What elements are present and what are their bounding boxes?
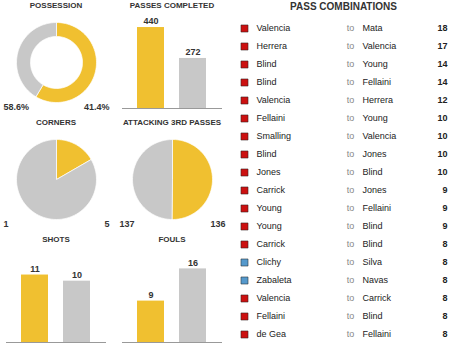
- svg-text:to: to: [347, 275, 355, 285]
- svg-text:Valencia: Valencia: [257, 293, 291, 303]
- svg-text:to: to: [347, 113, 355, 123]
- svg-text:to: to: [347, 23, 355, 33]
- svg-text:272: 272: [185, 47, 200, 57]
- svg-text:8: 8: [442, 311, 447, 321]
- svg-text:Young: Young: [363, 113, 388, 123]
- svg-text:to: to: [347, 59, 355, 69]
- svg-text:137: 137: [120, 219, 135, 229]
- svg-text:to: to: [347, 311, 355, 321]
- svg-text:Smalling: Smalling: [257, 131, 292, 141]
- svg-text:Blind: Blind: [363, 239, 383, 249]
- svg-text:Blind: Blind: [257, 77, 277, 87]
- svg-text:to: to: [347, 293, 355, 303]
- svg-text:58.6%: 58.6%: [4, 102, 30, 112]
- svg-text:Blind: Blind: [257, 59, 277, 69]
- html-text:ATTACKING 3RD PASSES: ATTACKING 3RD PASSES: [122, 118, 222, 127]
- svg-text:8: 8: [442, 239, 447, 249]
- svg-text:Navas: Navas: [363, 275, 389, 285]
- svg-text:to: to: [347, 239, 355, 249]
- svg-text:Jones: Jones: [363, 149, 388, 159]
- svg-text:9: 9: [442, 185, 447, 195]
- svg-text:8: 8: [442, 257, 447, 267]
- svg-text:41.4%: 41.4%: [84, 102, 110, 112]
- svg-text:Fellaini: Fellaini: [363, 203, 392, 213]
- svg-text:to: to: [347, 203, 355, 213]
- svg-text:Fellaini: Fellaini: [257, 311, 286, 321]
- svg-text:9: 9: [148, 290, 153, 300]
- html-text:PASSES COMPLETED: PASSES COMPLETED: [129, 1, 215, 10]
- svg-text:to: to: [347, 41, 355, 51]
- svg-text:Young: Young: [257, 203, 282, 213]
- svg-text:8: 8: [442, 293, 447, 303]
- svg-text:Carrick: Carrick: [257, 239, 286, 249]
- svg-text:to: to: [347, 95, 355, 105]
- html-text:CORNERS: CORNERS: [36, 118, 76, 127]
- svg-text:Valencia: Valencia: [257, 23, 291, 33]
- svg-text:136: 136: [210, 219, 225, 229]
- svg-text:Jones: Jones: [257, 167, 282, 177]
- svg-text:Herrera: Herrera: [257, 41, 288, 51]
- svg-text:9: 9: [442, 221, 447, 231]
- svg-text:Jones: Jones: [363, 185, 388, 195]
- svg-text:to: to: [347, 167, 355, 177]
- svg-text:Zabaleta: Zabaleta: [257, 275, 292, 285]
- svg-text:8: 8: [442, 329, 447, 339]
- svg-text:to: to: [347, 77, 355, 87]
- html-text:SHOTS: SHOTS: [42, 235, 70, 244]
- svg-text:Valencia: Valencia: [257, 95, 291, 105]
- svg-text:18: 18: [437, 23, 447, 33]
- svg-text:Blind: Blind: [363, 167, 383, 177]
- svg-text:Herrera: Herrera: [363, 95, 394, 105]
- svg-text:Young: Young: [363, 59, 388, 69]
- svg-text:9: 9: [442, 203, 447, 213]
- svg-text:de Gea: de Gea: [257, 329, 287, 339]
- svg-text:14: 14: [437, 77, 447, 87]
- svg-text:10: 10: [437, 149, 447, 159]
- svg-text:to: to: [347, 149, 355, 159]
- svg-text:to: to: [347, 185, 355, 195]
- svg-text:Blind: Blind: [257, 149, 277, 159]
- svg-text:Carrick: Carrick: [363, 293, 392, 303]
- svg-text:10: 10: [72, 270, 82, 280]
- svg-text:10: 10: [437, 167, 447, 177]
- svg-text:1: 1: [4, 219, 9, 229]
- svg-text:Fellaini: Fellaini: [363, 77, 392, 87]
- svg-text:Blind: Blind: [363, 311, 383, 321]
- svg-text:to: to: [347, 221, 355, 231]
- svg-text:to: to: [347, 329, 355, 339]
- svg-text:Valencia: Valencia: [363, 41, 397, 51]
- svg-text:16: 16: [188, 258, 198, 268]
- svg-text:10: 10: [437, 113, 447, 123]
- svg-text:Mata: Mata: [363, 23, 383, 33]
- svg-text:10: 10: [437, 131, 447, 141]
- svg-text:to: to: [347, 257, 355, 267]
- svg-text:Fellaini: Fellaini: [363, 329, 392, 339]
- html-text:FOULS: FOULS: [158, 235, 186, 244]
- svg-text:Valencia: Valencia: [363, 131, 397, 141]
- svg-text:12: 12: [437, 95, 447, 105]
- svg-text:Young: Young: [257, 221, 282, 231]
- svg-text:Clichy: Clichy: [257, 257, 282, 267]
- svg-text:14: 14: [437, 59, 447, 69]
- svg-text:Fellaini: Fellaini: [257, 113, 286, 123]
- svg-text:to: to: [347, 131, 355, 141]
- svg-text:11: 11: [30, 264, 40, 274]
- html-text:PASS COMBINATIONS: PASS COMBINATIONS: [290, 1, 397, 12]
- svg-text:17: 17: [437, 41, 447, 51]
- html-text:POSSESSION: POSSESSION: [29, 1, 83, 10]
- svg-text:Carrick: Carrick: [257, 185, 286, 195]
- svg-text:8: 8: [442, 275, 447, 285]
- svg-text:5: 5: [104, 219, 109, 229]
- svg-text:Silva: Silva: [363, 257, 383, 267]
- svg-text:440: 440: [143, 16, 158, 26]
- svg-text:Blind: Blind: [363, 221, 383, 231]
